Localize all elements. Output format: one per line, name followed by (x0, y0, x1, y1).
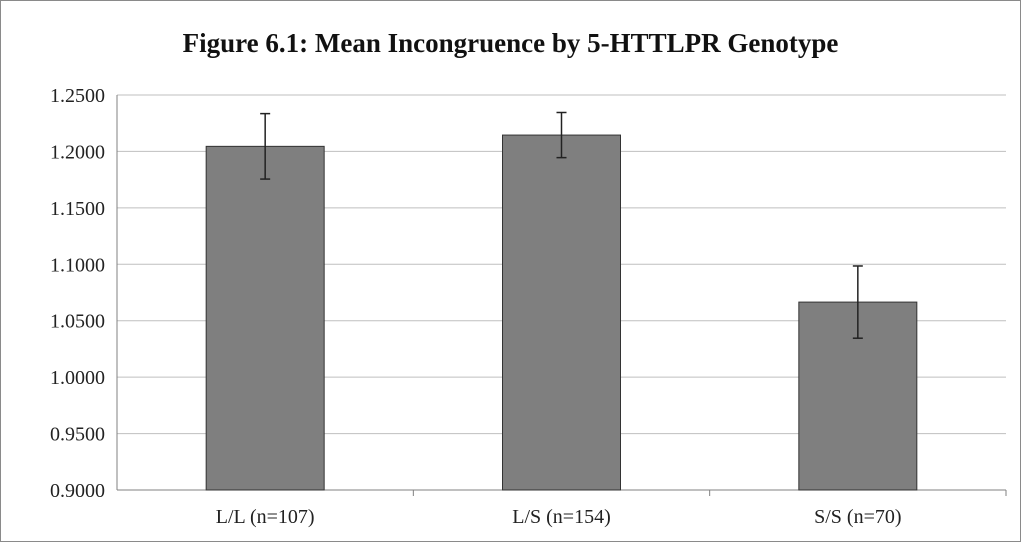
y-tick-label: 1.2500 (50, 85, 105, 107)
y-tick-label: 1.0500 (50, 311, 105, 333)
y-tick-label: 0.9500 (50, 424, 105, 446)
bar (205, 145, 325, 491)
x-tick-label: L/L (n=107) (216, 506, 315, 528)
y-tick-label: 1.1000 (50, 254, 105, 276)
x-tick-label: L/S (n=154) (512, 506, 611, 528)
y-tick-label: 1.1500 (50, 198, 105, 220)
y-tick-label: 1.0000 (50, 367, 105, 389)
y-tick-label: 1.2000 (50, 141, 105, 163)
bar (502, 134, 621, 491)
x-tick-label: S/S (n=70) (814, 506, 901, 528)
chart-title: Figure 6.1: Mean Incongruence by 5-HTTLP… (182, 28, 839, 58)
y-tick-label: 0.9000 (50, 480, 105, 502)
